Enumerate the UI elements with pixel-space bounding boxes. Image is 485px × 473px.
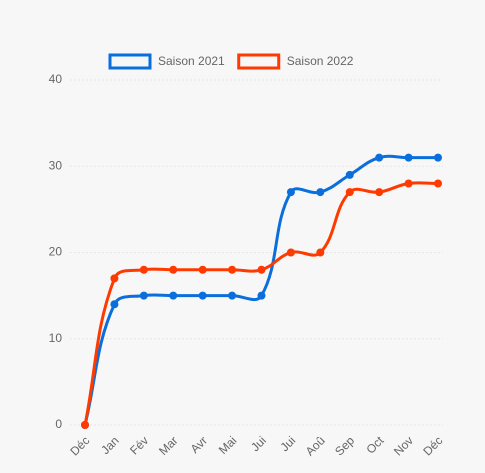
data-point (404, 179, 413, 188)
data-point (375, 153, 384, 162)
data-point (434, 179, 442, 188)
data-point (110, 274, 119, 283)
legend-swatch (108, 53, 152, 70)
data-point (257, 291, 266, 300)
legend-swatch (237, 53, 281, 70)
data-point (169, 291, 178, 300)
data-point (81, 421, 89, 429)
y-tick-label: 0 (55, 417, 62, 431)
data-point (228, 291, 237, 300)
data-point (316, 188, 325, 197)
y-tick-label: 10 (49, 331, 63, 345)
y-tick-label: 20 (49, 245, 63, 259)
data-point (110, 300, 119, 309)
data-point (169, 265, 178, 274)
legend-label: Saison 2021 (158, 54, 225, 68)
data-point (198, 265, 207, 274)
data-point (404, 153, 413, 162)
data-point (345, 170, 354, 179)
data-point (139, 265, 148, 274)
data-point (286, 188, 295, 197)
data-point (434, 153, 442, 162)
data-point (139, 291, 148, 300)
data-point (257, 265, 266, 274)
legend-label: Saison 2022 (287, 54, 354, 68)
y-tick-label: 40 (49, 72, 63, 86)
data-point (198, 291, 207, 300)
data-point (316, 248, 325, 257)
data-point (345, 188, 354, 197)
data-point (228, 265, 237, 274)
data-point (286, 248, 295, 257)
y-tick-label: 30 (49, 158, 63, 172)
data-point (375, 188, 384, 197)
